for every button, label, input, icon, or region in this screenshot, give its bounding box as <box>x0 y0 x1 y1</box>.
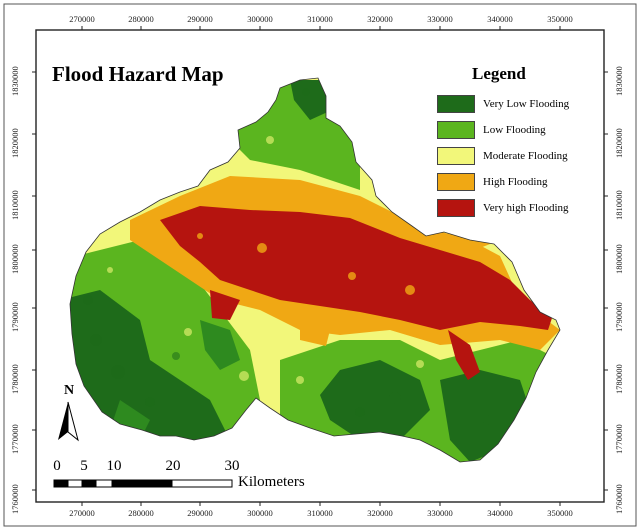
legend-label: Very Low Flooding <box>483 98 570 110</box>
legend-label: High Flooding <box>483 176 548 188</box>
y-tick-label: 1790000 <box>10 302 20 332</box>
y-tick-label: 1770000 <box>614 424 624 454</box>
x-tick-label: 330000 <box>427 508 453 518</box>
legend-item-very-low: Very Low Flooding <box>437 94 569 114</box>
y-tick-label: 1790000 <box>614 302 624 332</box>
y-tick-label: 1830000 <box>614 66 624 96</box>
y-tick-label: 1800000 <box>614 244 624 274</box>
x-tick-label: 290000 <box>187 14 213 24</box>
y-tick-label: 1820000 <box>614 128 624 158</box>
x-tick-label: 330000 <box>427 14 453 24</box>
flood-hazard-raster <box>70 78 560 462</box>
north-arrow-icon <box>58 401 79 442</box>
x-tick-label: 300000 <box>247 508 273 518</box>
legend-label: Very high Flooding <box>483 202 569 214</box>
y-tick-label: 1770000 <box>10 424 20 454</box>
scale-label: 30 <box>224 458 240 474</box>
scale-label: 5 <box>80 458 88 474</box>
x-tick-label: 270000 <box>69 508 95 518</box>
scale-unit: Kilometers <box>238 474 305 490</box>
legend-swatch <box>437 95 475 113</box>
y-tick-label: 1830000 <box>10 66 20 96</box>
y-tick-label: 1760000 <box>10 484 20 514</box>
x-tick-label: 350000 <box>547 14 573 24</box>
x-tick-label: 310000 <box>307 14 333 24</box>
scale-bar <box>53 479 233 488</box>
legend-swatch <box>437 199 475 217</box>
y-tick-label: 1800000 <box>10 244 20 274</box>
y-tick-label: 1810000 <box>614 190 624 220</box>
x-tick-label: 310000 <box>307 508 333 518</box>
x-tick-label: 320000 <box>367 14 393 24</box>
x-tick-label: 280000 <box>128 508 154 518</box>
legend-swatch <box>437 121 475 139</box>
x-tick-label: 300000 <box>247 14 273 24</box>
scale-label: 0 <box>53 458 61 474</box>
y-tick-label: 1780000 <box>614 364 624 394</box>
x-tick-label: 320000 <box>367 508 393 518</box>
legend-item-high: High Flooding <box>437 172 547 192</box>
y-tick-label: 1810000 <box>10 190 20 220</box>
x-tick-label: 350000 <box>547 508 573 518</box>
x-tick-label: 340000 <box>487 14 513 24</box>
legend-title: Legend <box>472 64 526 83</box>
x-tick-label: 270000 <box>69 14 95 24</box>
y-tick-label: 1760000 <box>614 484 624 514</box>
y-tick-label: 1780000 <box>10 364 20 394</box>
legend-item-very-high: Very high Flooding <box>437 198 569 218</box>
legend-item-low: Low Flooding <box>437 120 546 140</box>
y-tick-label: 1820000 <box>10 128 20 158</box>
x-tick-label: 340000 <box>487 508 513 518</box>
x-tick-label: 290000 <box>187 508 213 518</box>
legend-swatch <box>437 147 475 165</box>
scale-label: 20 <box>165 458 181 474</box>
legend-swatch <box>437 173 475 191</box>
legend-label: Low Flooding <box>483 124 546 136</box>
map-title: Flood Hazard Map <box>52 62 224 86</box>
legend-item-moderate: Moderate Flooding <box>437 146 568 166</box>
x-tick-label: 280000 <box>128 14 154 24</box>
legend-label: Moderate Flooding <box>483 150 568 162</box>
scale-label: 10 <box>106 458 122 474</box>
north-label: N <box>64 383 75 398</box>
